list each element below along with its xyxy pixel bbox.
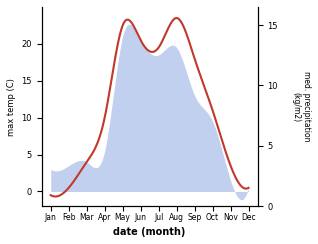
Y-axis label: med. precipitation
(kg/m2): med. precipitation (kg/m2) [292,71,311,142]
X-axis label: date (month): date (month) [114,227,186,237]
Y-axis label: max temp (C): max temp (C) [7,78,16,135]
